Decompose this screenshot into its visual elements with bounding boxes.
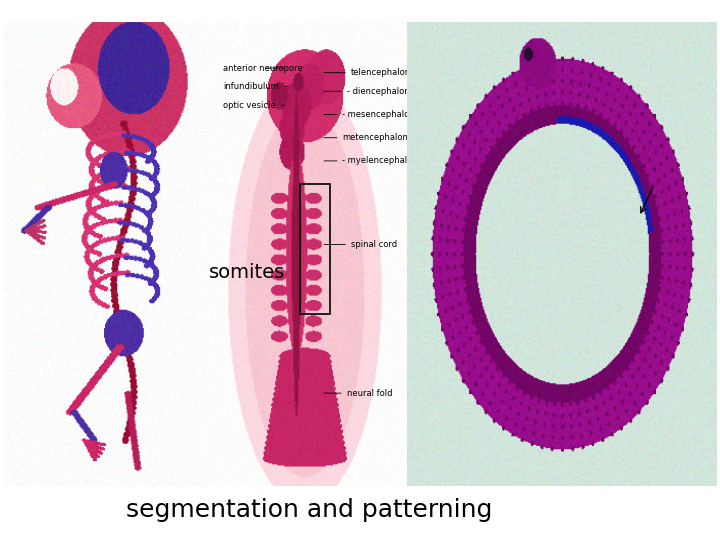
Text: optic vesicle: optic vesicle <box>223 100 284 110</box>
Text: anterior neuropore: anterior neuropore <box>223 64 303 72</box>
Text: infundibulum: infundibulum <box>223 82 287 91</box>
Text: telencephalon: telencephalon <box>324 68 411 77</box>
Text: - diencephalon: - diencephalon <box>324 87 409 96</box>
Text: - myelencephalon: - myelencephalon <box>324 157 418 165</box>
Text: - mesencephalon: - mesencephalon <box>324 110 415 119</box>
Text: metencephalon: metencephalon <box>324 133 408 142</box>
Text: spinal cord: spinal cord <box>324 240 397 249</box>
Text: segmentation and patterning: segmentation and patterning <box>127 498 492 522</box>
Bar <box>300 184 330 314</box>
Text: neural fold: neural fold <box>324 389 392 397</box>
Text: somites: somites <box>209 263 285 282</box>
